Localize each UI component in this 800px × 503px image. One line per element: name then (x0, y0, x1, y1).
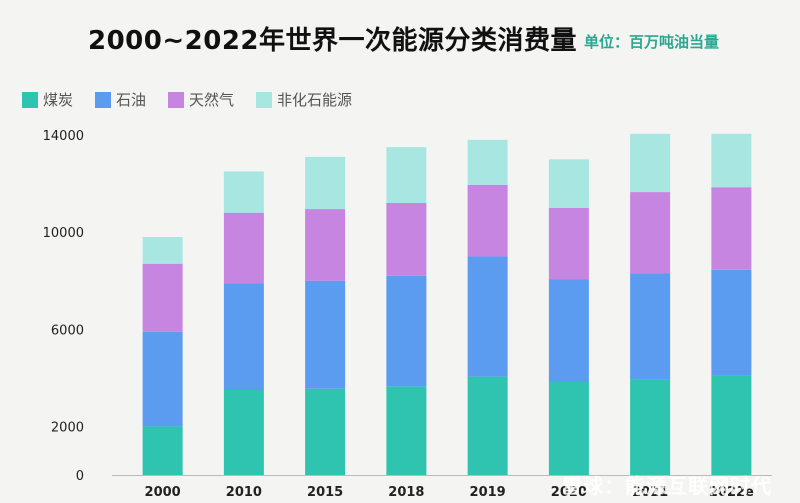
x-axis-ticks: 2000 2010 2015 2018 2019 2020 2021 2022e (145, 485, 755, 500)
bar-segment-gas-2022e (711, 187, 752, 270)
bar-segment-coal-2000 (142, 426, 183, 475)
bar-segment-oil-2000 (142, 331, 183, 427)
unit-label: 单位：百万吨油当量 (584, 33, 720, 51)
legend-swatch-nonfossil (256, 91, 273, 108)
legend-label-oil: 石油 (116, 91, 147, 109)
chart-legend: 煤炭 石油 天然气 非化石能源 (22, 89, 374, 110)
bar-segment-oil-2015 (305, 280, 346, 389)
bar-segment-coal-2019 (467, 376, 508, 475)
x-tick-label: 2010 (226, 485, 262, 500)
legend-label-coal: 煤炭 (43, 91, 74, 109)
bar-segment-oil-2020 (548, 279, 589, 382)
x-tick-label: 2018 (388, 485, 424, 500)
bar-segment-oil-2022e (711, 269, 752, 376)
legend-swatch-oil (95, 91, 112, 108)
chart-title: 2000~2022年世界一次能源分类消费量 (88, 26, 578, 56)
bar-segment-nonfossil-2021 (630, 133, 671, 193)
y-tick-label: 2000 (51, 420, 84, 435)
bar-segment-nonfossil-2019 (467, 139, 508, 185)
bar-segment-coal-2021 (630, 379, 671, 475)
x-tick-label: 2022e (709, 485, 754, 500)
y-tick-label: 6000 (51, 323, 84, 338)
bar-segment-gas-2019 (467, 184, 508, 257)
x-tick-label: 2015 (307, 485, 343, 500)
bar-segment-nonfossil-2020 (548, 159, 589, 208)
bar-segment-nonfossil-2010 (223, 171, 264, 213)
x-tick-label: 2020 (551, 485, 587, 500)
bar-segment-gas-2000 (142, 263, 183, 332)
bar-segment-coal-2015 (305, 388, 346, 475)
legend-label-gas: 天然气 (189, 91, 235, 109)
bar-segment-nonfossil-2022e (711, 133, 752, 188)
bar-segment-gas-2020 (548, 207, 589, 280)
bar-segment-oil-2010 (223, 283, 264, 390)
bar-segment-oil-2018 (386, 275, 427, 387)
bar-segment-gas-2015 (305, 209, 346, 281)
bars-group (142, 133, 752, 475)
bar-segment-coal-2022e (711, 375, 752, 475)
legend-item-nonfossil: 非化石能源 (256, 89, 352, 110)
x-tick-label: 2000 (145, 485, 181, 500)
legend-item-gas: 天然气 (168, 89, 234, 110)
watermark-text: 雪球：能源互联网时代 (562, 474, 772, 498)
bar-segment-oil-2019 (467, 256, 508, 377)
y-tick-label: 14000 (43, 129, 84, 144)
bar-segment-coal-2010 (223, 390, 264, 475)
bar-segment-coal-2020 (548, 381, 589, 475)
x-tick-label: 2021 (632, 485, 668, 500)
legend-swatch-coal (22, 91, 38, 108)
bar-segment-oil-2021 (630, 273, 671, 380)
y-axis-ticks: 0 2000 6000 10000 14000 (43, 129, 84, 484)
legend-label-nonfossil: 非化石能源 (277, 91, 353, 109)
bar-segment-gas-2010 (223, 212, 264, 284)
bar-segment-nonfossil-2015 (305, 156, 346, 210)
legend-item-oil: 石油 (95, 89, 146, 110)
bar-segment-coal-2018 (386, 386, 427, 475)
bar-segment-nonfossil-2000 (142, 237, 183, 264)
legend-swatch-gas (168, 91, 185, 108)
y-tick-label: 10000 (43, 226, 84, 241)
y-tick-label: 0 (76, 469, 84, 484)
bar-segment-gas-2018 (386, 203, 427, 276)
x-tick-label: 2019 (470, 485, 506, 500)
bar-segment-gas-2021 (630, 192, 671, 274)
bar-segment-nonfossil-2018 (386, 147, 427, 203)
legend-item-coal: 煤炭 (22, 89, 73, 110)
